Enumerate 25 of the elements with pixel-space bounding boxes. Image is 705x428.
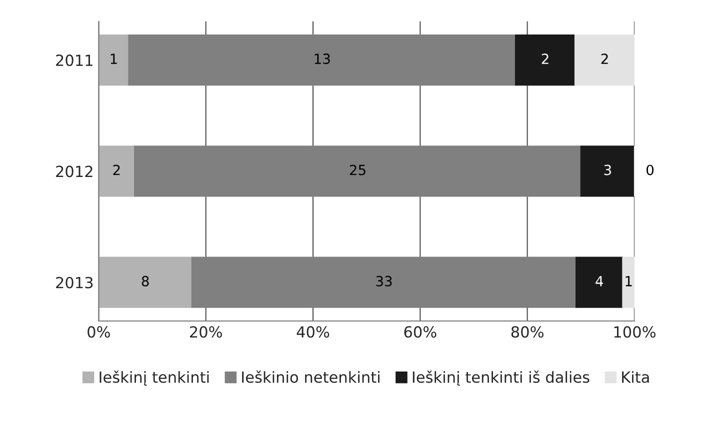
legend-label: Ieškinio netenkinti: [242, 370, 380, 383]
annotation: 8: [142, 276, 149, 286]
annotation: 1: [110, 54, 117, 64]
annotation: 25: [350, 164, 366, 176]
y-tick-label: 2011: [56, 54, 92, 66]
y-tick-label: 2013: [56, 276, 93, 288]
y-tick-label: 2012: [56, 166, 92, 178]
x-tick-label: 80%: [511, 326, 544, 338]
annotation: 2: [542, 54, 548, 64]
annotation: 1: [626, 276, 632, 286]
x-tick-label: 20%: [190, 326, 222, 338]
annotation: 2: [601, 54, 608, 64]
annotation: 3: [604, 164, 612, 176]
legend-label: Ieškinį tenkinti iš dalies: [412, 370, 590, 386]
legend-label: Ieškinį tenkinti: [100, 370, 209, 386]
annotation: 13: [314, 54, 330, 64]
annotation: 33: [376, 276, 392, 286]
text: 0: [646, 164, 654, 176]
annotation: 2: [113, 164, 120, 176]
x-tick-label: 0%: [88, 326, 110, 338]
legend-label: Kita: [622, 371, 649, 383]
x-tick-label: 60%: [404, 326, 436, 338]
x-tick-label: 100%: [614, 326, 656, 338]
x-tick-label: 40%: [296, 326, 330, 338]
annotation: 4: [596, 276, 604, 286]
